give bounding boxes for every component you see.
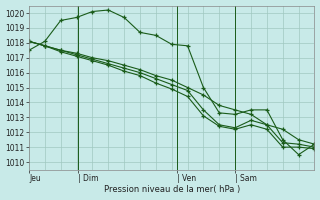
X-axis label: Pression niveau de la mer( hPa ): Pression niveau de la mer( hPa ) (104, 185, 240, 194)
